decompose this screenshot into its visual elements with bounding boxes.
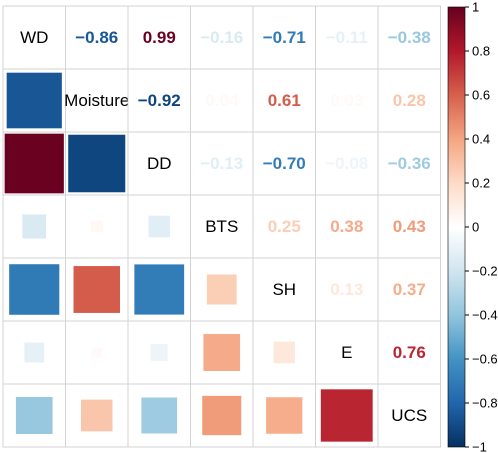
cell-border — [190, 194, 254, 259]
correlation-value: 0.43 — [393, 217, 426, 236]
correlation-value: 0.04 — [205, 91, 239, 110]
correlation-value: −0.86 — [75, 28, 118, 47]
correlation-value: −0.16 — [200, 28, 243, 47]
cell-border — [377, 194, 441, 259]
variable-label: SH — [272, 280, 296, 299]
correlation-square — [320, 389, 373, 442]
cell-border — [377, 68, 441, 133]
color-legend-tick-label: −0.6 — [472, 352, 498, 367]
correlation-value: 0.38 — [330, 217, 363, 236]
correlation-square — [24, 342, 45, 363]
correlation-value: 0.99 — [143, 28, 176, 47]
correlation-square — [202, 395, 242, 436]
color-legend-tick-label: 0.8 — [472, 44, 490, 59]
correlation-value: −0.70 — [263, 154, 306, 173]
color-legend-tick-label: −0.4 — [472, 308, 498, 323]
correlation-value: 0.61 — [268, 91, 301, 110]
color-legend-tick-label: 0 — [472, 220, 479, 235]
cell-border — [127, 131, 191, 196]
cell-border — [127, 68, 191, 133]
color-legend-tick-label: 0.6 — [472, 88, 490, 103]
correlation-square — [6, 72, 62, 129]
color-legend-tick-label: 0.2 — [472, 176, 490, 191]
correlation-value: −0.71 — [263, 28, 306, 47]
correlation-square — [141, 397, 178, 434]
cell-border — [377, 320, 441, 385]
variable-label: BTS — [205, 217, 238, 236]
correlation-square — [273, 341, 295, 364]
color-legend-bar — [447, 6, 466, 448]
correlation-square — [4, 133, 64, 194]
variable-label: WD — [20, 28, 48, 47]
correlation-value: 0.37 — [393, 280, 426, 299]
correlation-square — [15, 397, 53, 434]
cell-border — [252, 131, 316, 196]
cell-border — [315, 5, 379, 70]
cell-border — [315, 131, 379, 196]
cell-border — [2, 194, 66, 259]
variable-label: E — [341, 343, 352, 362]
correlation-value: −0.11 — [326, 28, 368, 47]
correlation-value: 0.13 — [330, 280, 363, 299]
correlation-square — [148, 215, 170, 238]
correlation-value: −0.08 — [325, 154, 368, 173]
correlation-square — [206, 274, 237, 305]
cell-border — [377, 383, 441, 448]
cell-border — [127, 5, 191, 70]
correlation-square — [203, 334, 241, 371]
variable-label: Moisture — [64, 91, 129, 110]
color-legend-tick-label: 0.4 — [472, 132, 490, 147]
correlation-value: 0.28 — [393, 91, 426, 110]
cell-border — [190, 5, 254, 70]
cell-border — [2, 5, 66, 70]
correlation-value: −0.38 — [388, 28, 431, 47]
color-legend-tick-label: −0.8 — [472, 396, 498, 411]
cell-border — [190, 131, 254, 196]
correlation-square — [81, 399, 113, 432]
correlation-square — [9, 264, 60, 315]
correlation-square — [73, 266, 120, 313]
color-legend-tick-label: −1 — [472, 440, 487, 453]
cell-border — [252, 68, 316, 133]
cell-border — [190, 320, 254, 385]
cell-border — [65, 5, 129, 70]
cell-border — [377, 131, 441, 196]
correlation-square — [90, 220, 103, 233]
color-legend-tick-label: −0.2 — [472, 264, 498, 279]
correlation-square — [150, 344, 168, 361]
color-legend-tick-label: 1 — [472, 0, 479, 15]
correlation-value: −0.92 — [138, 91, 181, 110]
correlation-value: 0.25 — [268, 217, 301, 236]
correlation-square — [91, 347, 102, 358]
correlation-square — [134, 264, 185, 315]
correlation-value: −0.13 — [200, 154, 243, 173]
correlation-square — [68, 134, 126, 193]
variable-label: UCS — [391, 406, 427, 425]
variable-label: DD — [147, 154, 172, 173]
color-legend: 1 0.8 0.6 0.4 0.2 0 −0.2 −0.4 −0.6 −0.8 −1 — [447, 0, 498, 453]
correlation-value: 0.76 — [393, 343, 426, 362]
correlation-square — [22, 214, 47, 239]
correlation-square — [266, 397, 303, 434]
correlation-value: 0.03 — [330, 91, 363, 110]
correlation-value: −0.36 — [388, 154, 431, 173]
cell-border — [315, 194, 379, 259]
